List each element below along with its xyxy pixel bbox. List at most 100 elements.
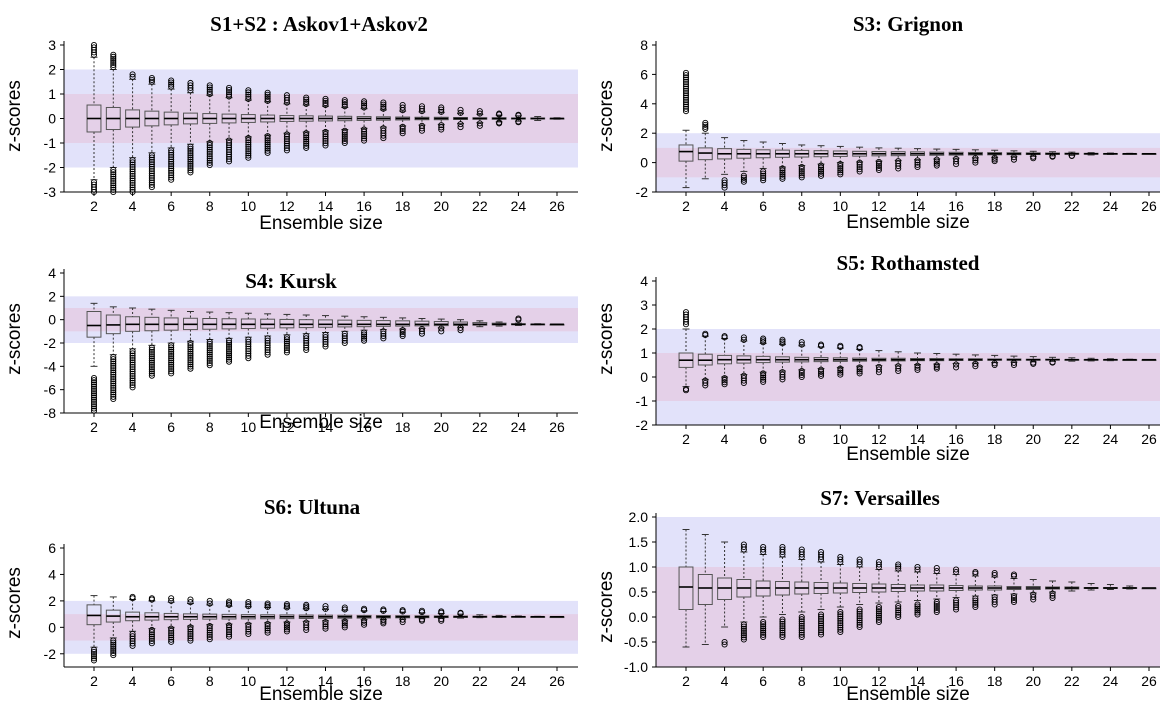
- plot-area: -1.0-0.50.00.51.01.52.02 4 6 8 10 12 14 16 18 20 2…: [624, 509, 1160, 689]
- y-tick-label: -3: [44, 184, 57, 200]
- outlier-low: [322, 135, 329, 142]
- outlier-low: [283, 620, 290, 627]
- outlier-low: [856, 606, 863, 613]
- outlier-low: [457, 324, 464, 331]
- y-tick-label: 1.5: [629, 534, 649, 550]
- outlier-low: [779, 167, 786, 174]
- box-15: [337, 315, 353, 347]
- outlier-high: [264, 89, 271, 96]
- outlier-low: [1049, 153, 1056, 160]
- outlier-low: [264, 137, 271, 144]
- outlier-low: [875, 618, 882, 626]
- outlier-low: [933, 365, 940, 372]
- outlier-low: [206, 157, 213, 164]
- outlier-low: [283, 624, 290, 631]
- iqr-box: [86, 311, 102, 338]
- outlier-high: [682, 92, 690, 99]
- outlier-low: [740, 172, 747, 179]
- outlier-low: [168, 172, 175, 179]
- outlier-low: [129, 370, 136, 377]
- outlier-low: [129, 357, 136, 364]
- box-4: [125, 71, 141, 196]
- outlier-low: [148, 154, 155, 161]
- outlier-low: [129, 363, 136, 371]
- outlier-low: [856, 159, 863, 166]
- outlier-low: [476, 122, 483, 129]
- outlier-low: [206, 355, 213, 362]
- outlier-high: [168, 77, 175, 84]
- outlier-low: [933, 156, 940, 163]
- outlier-low: [760, 625, 767, 632]
- outlier-low: [168, 342, 175, 349]
- outlier-high: [457, 109, 464, 116]
- box-16: [356, 316, 372, 344]
- box-26: [549, 615, 565, 619]
- outlier-low: [418, 127, 426, 134]
- x-tick-label: 24: [1103, 198, 1119, 214]
- x-tick-label: 8: [798, 673, 806, 689]
- outlier-low: [798, 625, 805, 632]
- outlier-low: [129, 161, 136, 168]
- outlier-low: [148, 179, 155, 186]
- outlier-low: [110, 173, 117, 180]
- outlier-high: [225, 93, 233, 100]
- box-8: [794, 144, 810, 181]
- outlier-low: [187, 633, 194, 640]
- outlier-low: [148, 364, 155, 371]
- y-tick-label: 2: [640, 321, 648, 337]
- box-24: [1102, 358, 1118, 362]
- outlier-low: [110, 353, 117, 361]
- outlier-low: [438, 122, 445, 129]
- outlier-low: [914, 603, 921, 610]
- outlier-high: [476, 108, 483, 115]
- box-5: [144, 308, 160, 379]
- outlier-low: [148, 372, 155, 379]
- y-tick-label: -8: [44, 405, 57, 421]
- outlier-low: [361, 337, 368, 344]
- outlier-high: [303, 100, 310, 107]
- outlier-high: [245, 601, 252, 608]
- outlier-low: [779, 616, 786, 623]
- outlier-low: [837, 369, 844, 376]
- outlier-low: [798, 369, 805, 377]
- outlier-low: [457, 121, 464, 128]
- iqr-box: [356, 319, 372, 328]
- outlier-low: [283, 140, 290, 147]
- outlier-high: [798, 553, 805, 561]
- outlier-low: [90, 385, 98, 392]
- outlier-low: [206, 340, 213, 348]
- outlier-low: [187, 346, 194, 353]
- outlier-low: [933, 158, 940, 165]
- outlier-low: [168, 370, 175, 377]
- outlier-low: [110, 369, 117, 376]
- outlier-low: [380, 335, 387, 342]
- outlier-low: [779, 175, 786, 182]
- outlier-high: [682, 94, 690, 101]
- outlier-low: [225, 144, 233, 151]
- outlier-low: [341, 135, 348, 142]
- box-20: [433, 318, 449, 335]
- x-tick-label: 2: [90, 673, 98, 689]
- outlier-low: [341, 335, 348, 342]
- outlier-high: [438, 609, 445, 616]
- outlier-high: [895, 565, 902, 572]
- outlier-high: [322, 95, 329, 102]
- outlier-low: [110, 395, 117, 403]
- outlier-low: [914, 159, 921, 166]
- outlier-high: [303, 601, 310, 608]
- outlier-low: [148, 633, 155, 640]
- outlier-low: [129, 642, 136, 649]
- outlier-low: [187, 628, 194, 635]
- box-25: [1122, 152, 1138, 155]
- outlier-low: [245, 628, 252, 635]
- outlier-low: [283, 347, 290, 354]
- outlier-high: [895, 563, 902, 570]
- x-tick-label: 4: [129, 198, 137, 214]
- box-26: [549, 117, 565, 120]
- outlier-high: [457, 610, 464, 617]
- box-4: [717, 333, 733, 388]
- outlier-low: [817, 368, 825, 375]
- y-tick-label: 4: [48, 265, 56, 281]
- outlier-high: [438, 106, 445, 113]
- outlier-low: [895, 602, 902, 610]
